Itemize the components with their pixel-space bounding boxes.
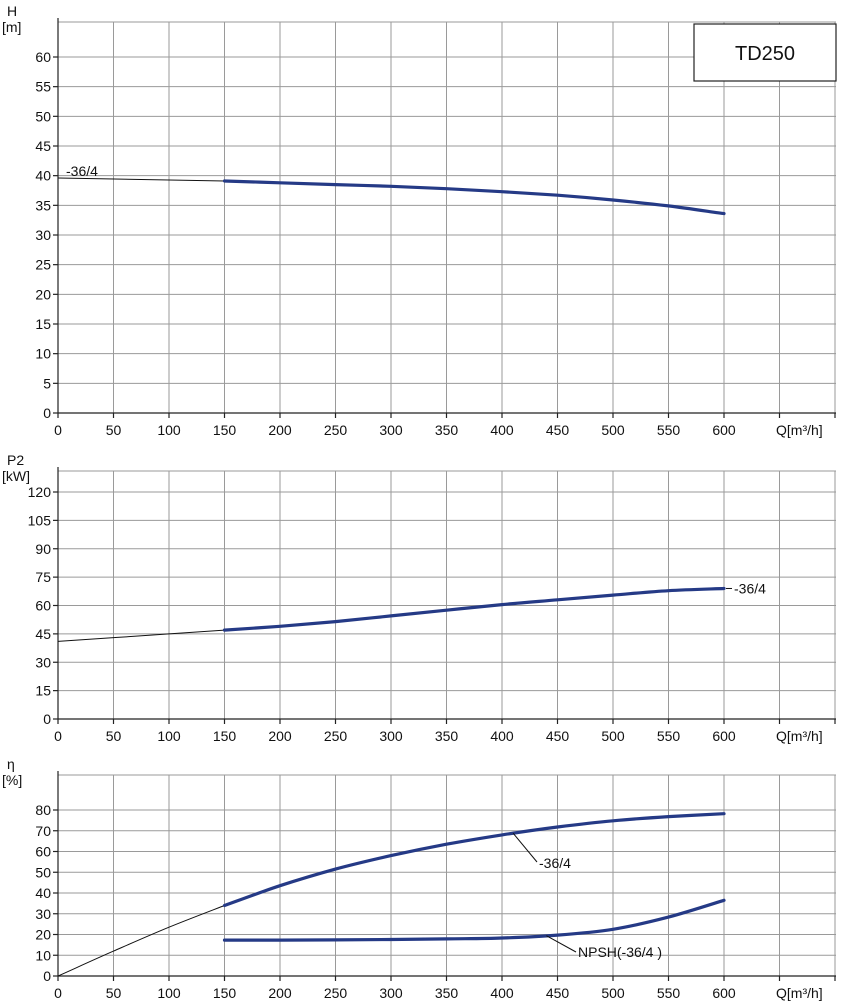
x-tick-label: 200	[268, 985, 292, 1001]
y-tick-label: 0	[43, 405, 51, 421]
series-line	[222, 586, 726, 632]
y-tick-label: 30	[35, 227, 51, 243]
x-tick-label: 300	[379, 985, 403, 1001]
series-line	[222, 812, 726, 908]
x-tick-label: 0	[54, 422, 62, 438]
series-label-leader	[546, 935, 577, 953]
x-tick-label: 250	[324, 985, 348, 1001]
x-tick-label: 0	[54, 985, 62, 1001]
y-tick-label: 80	[35, 802, 51, 818]
y-tick-label: 90	[35, 541, 51, 557]
y-axis-title: η	[7, 756, 15, 772]
y-tick-label: 60	[35, 49, 51, 65]
y-tick-label: 40	[35, 168, 51, 184]
series-extension-line	[57, 905, 225, 977]
series-extension-line	[57, 177, 225, 182]
x-tick-label: 500	[601, 985, 625, 1001]
y-tick-label: 30	[35, 654, 51, 670]
x-tick-label: 400	[490, 728, 514, 744]
x-tick-label: 150	[213, 728, 237, 744]
x-tick-label: 450	[546, 422, 570, 438]
x-axis-label: Q[m³/h]	[776, 422, 823, 438]
series-label: -36/4	[66, 163, 98, 179]
x-tick-label: 500	[601, 422, 625, 438]
x-tick-label: 50	[106, 422, 122, 438]
x-tick-label: 400	[490, 985, 514, 1001]
model-box: TD250	[693, 23, 837, 82]
y-tick-label: 60	[35, 598, 51, 614]
x-tick-label: 250	[324, 728, 348, 744]
x-axis-label: Q[m³/h]	[776, 985, 823, 1001]
x-tick-label: 600	[712, 422, 736, 438]
series-label: -36/4	[539, 855, 571, 871]
x-tick-label: 100	[157, 422, 181, 438]
series-label: NPSH(-36/4 )	[578, 944, 662, 960]
x-tick-label: 600	[712, 985, 736, 1001]
x-tick-label: 600	[712, 728, 736, 744]
x-tick-label: 50	[106, 985, 122, 1001]
y-tick-label: 10	[35, 947, 51, 963]
x-axis-label: Q[m³/h]	[776, 728, 823, 744]
y-tick-label: 50	[35, 108, 51, 124]
series-line	[222, 898, 726, 942]
x-tick-label: 100	[157, 728, 181, 744]
y-tick-label: 15	[35, 316, 51, 332]
x-tick-label: 550	[657, 985, 681, 1001]
y-tick-label: 45	[35, 626, 51, 642]
y-tick-label: 55	[35, 79, 51, 95]
y-tick-label: 20	[35, 286, 51, 302]
y-tick-label: 25	[35, 257, 51, 273]
y-tick-label: 10	[35, 346, 51, 362]
x-tick-label: 550	[657, 728, 681, 744]
y-tick-label: 75	[35, 569, 51, 585]
x-tick-label: 100	[157, 985, 181, 1001]
power-chart-panel: 0 15 30 45 60 75 90 105 120 0 50 100 150 200 250 300 350…	[2, 452, 836, 744]
y-axis-title: P2	[7, 452, 24, 468]
y-axis-title: H	[7, 3, 17, 19]
x-tick-label: 400	[490, 422, 514, 438]
y-tick-label: 5	[43, 375, 51, 391]
y-axis-unit: [%]	[2, 772, 22, 788]
x-tick-label: 350	[435, 985, 459, 1001]
x-tick-label: 350	[435, 422, 459, 438]
x-tick-label: 0	[54, 728, 62, 744]
series-extension-line	[57, 629, 225, 642]
x-tick-label: 550	[657, 422, 681, 438]
y-axis-unit: [m]	[2, 19, 21, 35]
x-tick-label: 350	[435, 728, 459, 744]
y-tick-label: 45	[35, 138, 51, 154]
x-tick-label: 300	[379, 728, 403, 744]
y-tick-label: 35	[35, 197, 51, 213]
y-tick-label: 105	[28, 512, 52, 528]
x-tick-label: 250	[324, 422, 348, 438]
x-tick-label: 50	[106, 728, 122, 744]
x-tick-label: 300	[379, 422, 403, 438]
y-tick-label: 40	[35, 885, 51, 901]
y-tick-label: 70	[35, 823, 51, 839]
y-tick-label: 20	[35, 927, 51, 943]
y-tick-label: 0	[43, 711, 51, 727]
series-label: -36/4	[734, 580, 766, 596]
y-tick-label: 50	[35, 864, 51, 880]
y-tick-label: 120	[28, 484, 52, 500]
y-tick-label: 60	[35, 844, 51, 860]
series-line	[222, 179, 726, 216]
y-tick-label: 30	[35, 906, 51, 922]
x-tick-label: 200	[268, 422, 292, 438]
series-label-leader	[512, 832, 538, 863]
model-label: TD250	[735, 43, 795, 65]
efficiency-npsh-chart-panel: 0 10 20 30 40 50 60 70 80 0 50 100 150 200 250 300 350 40…	[2, 756, 836, 1001]
x-tick-label: 450	[546, 728, 570, 744]
x-tick-label: 150	[213, 422, 237, 438]
x-tick-label: 200	[268, 728, 292, 744]
y-tick-label: 15	[35, 683, 51, 699]
x-tick-label: 500	[601, 728, 625, 744]
model-box-frame	[693, 23, 837, 82]
y-tick-label: 0	[43, 968, 51, 984]
y-axis-unit: [kW]	[2, 468, 30, 484]
x-tick-label: 450	[546, 985, 570, 1001]
x-tick-label: 150	[213, 985, 237, 1001]
